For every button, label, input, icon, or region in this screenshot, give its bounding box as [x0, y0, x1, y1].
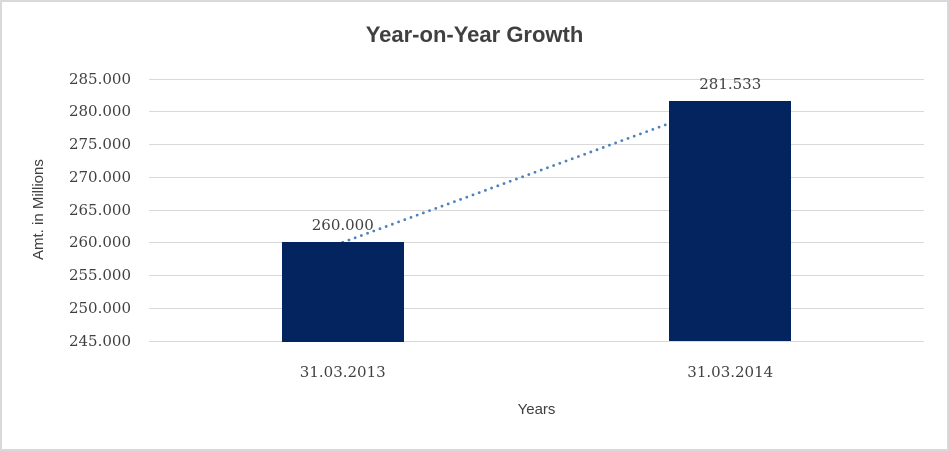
y-tick-label: 265.000: [68, 200, 131, 219]
gridline: [149, 209, 924, 211]
gridline: [149, 275, 924, 276]
y-tick-label: 255.000: [68, 266, 131, 284]
bar: [669, 101, 792, 342]
gridline: [149, 242, 924, 244]
plot-area: [149, 78, 924, 342]
y-tick-label: 280.000: [68, 102, 131, 121]
chart-title: Year-on-Year Growth: [365, 22, 584, 47]
y-tick-label: 285.000: [68, 69, 131, 88]
bar-value-label: 260.000: [311, 216, 374, 235]
gridline: [149, 111, 924, 113]
x-axis-title: Years: [517, 401, 556, 418]
y-axis-tick-labels: 245.000 250.000 255.000 260.000 265.000 270.0…: [41, 0, 131, 451]
gridline: [149, 340, 924, 342]
gridline: [149, 144, 924, 145]
x-tick-label: 31.03.2014: [687, 363, 774, 381]
gridline: [149, 78, 924, 80]
y-tick-label: 245.000: [68, 331, 131, 350]
y-tick-label: 250.000: [68, 298, 131, 317]
y-tick-label: 270.000: [68, 167, 131, 186]
bar: [281, 242, 404, 342]
bar-value-label: 281.533: [699, 75, 762, 94]
x-tick-label: 31.03.2013: [299, 363, 386, 381]
y-tick-label: 260.000: [68, 233, 131, 252]
y-tick-label: 275.000: [68, 135, 131, 153]
gridline: [149, 176, 924, 178]
gridline: [149, 307, 924, 309]
